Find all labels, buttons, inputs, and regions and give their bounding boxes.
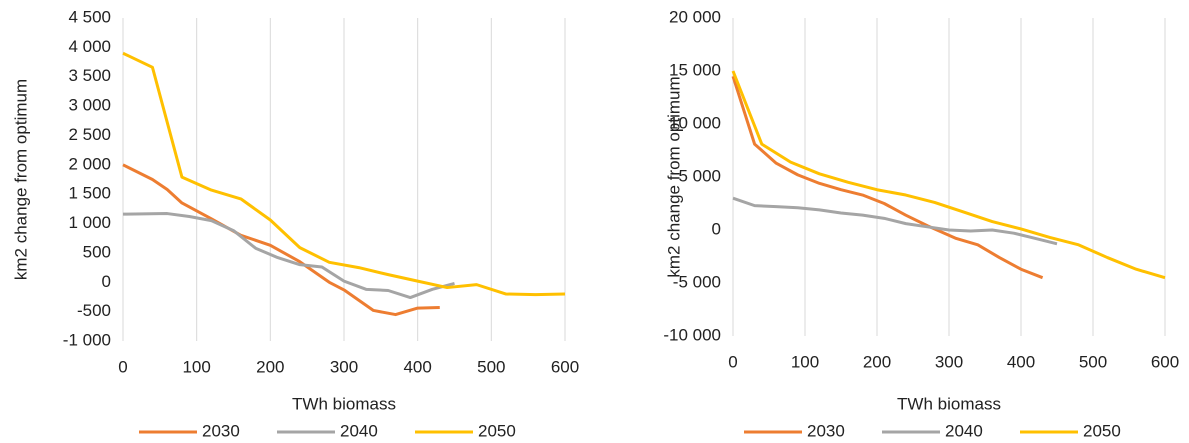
- x-tick-label: 400: [1007, 352, 1035, 371]
- chart: 0 100 200 300 400 500 600 -1 000 -500 0 500 1 000 1 …: [11, 7, 579, 440]
- line-series: [122, 163, 440, 317]
- y-tick-label: -5 000: [673, 272, 721, 291]
- x-tick-label: 0: [728, 352, 737, 371]
- x-tick-label: 600: [551, 357, 579, 376]
- y-tick-label: 20 000: [669, 7, 721, 26]
- chart: 0 100 200 300 400 500 600 -10 000 -5 000 0 5 000 10…: [663, 7, 1179, 440]
- line-series: [122, 212, 455, 300]
- legend-label: 2050: [478, 421, 516, 440]
- y-tick-label: 10 000: [669, 113, 721, 132]
- y-tick-label: 3 000: [68, 96, 111, 115]
- x-tick-label: 100: [182, 357, 210, 376]
- x-tick-label: 100: [791, 352, 819, 371]
- y-tick-label: 2 500: [68, 125, 111, 144]
- x-axis-title: TWh biomass: [897, 394, 1001, 413]
- y-tick-label: 0: [102, 272, 111, 291]
- x-tick-label: 0: [118, 357, 127, 376]
- y-tick-label: -500: [77, 301, 111, 320]
- legend-label: 2030: [807, 421, 845, 440]
- line-series: [732, 196, 1058, 246]
- y-tick-label: 0: [712, 219, 721, 238]
- x-tick-label: 500: [1079, 352, 1107, 371]
- legend-label: 2050: [1083, 421, 1121, 440]
- y-tick-label: 15 000: [669, 60, 721, 79]
- legend-label: 2040: [340, 421, 378, 440]
- x-tick-label: 400: [403, 357, 431, 376]
- line-series: [731, 75, 1044, 280]
- line-series: [122, 51, 566, 297]
- y-tick-label: 3 500: [68, 66, 111, 85]
- x-tick-label: 200: [863, 352, 891, 371]
- y-tick-label: 2 000: [68, 154, 111, 173]
- x-tick-label: 300: [330, 357, 358, 376]
- x-tick-label: 500: [477, 357, 505, 376]
- y-tick-label: 1 000: [68, 213, 111, 232]
- legend-label: 2040: [945, 421, 983, 440]
- y-tick-label: 500: [83, 242, 111, 261]
- y-tick-label: -10 000: [663, 325, 721, 344]
- line-series: [731, 70, 1166, 280]
- x-tick-label: 600: [1151, 352, 1179, 371]
- legend-label: 2030: [202, 421, 240, 440]
- y-tick-label: 4 000: [68, 37, 111, 56]
- x-tick-label: 300: [935, 352, 963, 371]
- y-tick-label: 5 000: [678, 166, 721, 185]
- y-tick-label: 1 500: [68, 184, 111, 203]
- y-axis-title: km2 change from optimum: [664, 76, 683, 277]
- y-tick-label: -1 000: [63, 330, 111, 349]
- y-tick-label: 4 500: [68, 7, 111, 26]
- y-axis-title: km2 change from optimum: [11, 79, 30, 280]
- x-axis-title: TWh biomass: [292, 394, 396, 413]
- x-tick-label: 200: [256, 357, 284, 376]
